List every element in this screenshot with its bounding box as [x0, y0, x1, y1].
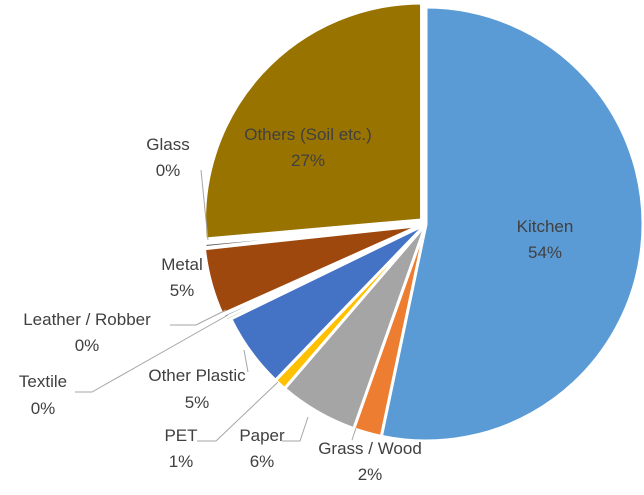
- data-label-percent-kitchen: 54%: [528, 243, 562, 262]
- leader-line-glass: [200, 169, 209, 241]
- leader-line-other-plastic: [243, 349, 249, 373]
- data-label-name-textile: Textile: [19, 372, 67, 391]
- data-labels: Kitchen 54% Grass / Wood 2% Paper 6% PET 1% Othe…: [19, 125, 573, 484]
- data-label-name-pet: PET: [164, 426, 197, 445]
- data-label-name-grass-wood: Grass / Wood: [318, 439, 422, 458]
- data-label-name-other-plastic: Other Plastic: [148, 366, 246, 385]
- leader-line-textile: [75, 314, 229, 393]
- data-label-percent-leather-robber: 0%: [75, 336, 100, 355]
- leader-line-grass-wood: [351, 427, 357, 441]
- pie-slice-others-soil-etc: [203, 1, 424, 241]
- data-label-percent-pet: 1%: [169, 452, 194, 471]
- leader-line-paper: [282, 416, 309, 442]
- data-label-percent-paper: 6%: [250, 452, 275, 471]
- data-label-name-kitchen: Kitchen: [517, 217, 574, 236]
- data-label-name-others-soil-etc: Others (Soil etc.): [244, 125, 372, 144]
- data-label-name-metal: Metal: [161, 255, 203, 274]
- pie-slices: [202, 1, 644, 443]
- leader-line-pet: [197, 381, 279, 442]
- data-label-percent-other-plastic: 5%: [185, 393, 210, 412]
- data-label-percent-glass: 0%: [156, 161, 181, 180]
- data-label-percent-others-soil-etc: 27%: [291, 151, 325, 170]
- pie-slice-kitchen: [379, 5, 644, 443]
- pie-slice-glass: [203, 222, 422, 250]
- data-label-name-leather-robber: Leather / Robber: [23, 310, 151, 329]
- leader-line-leather-robber: [170, 309, 227, 326]
- leader-lines: [75, 169, 357, 442]
- data-label-name-paper: Paper: [239, 426, 285, 445]
- data-label-percent-metal: 5%: [170, 281, 195, 300]
- data-label-percent-textile: 0%: [31, 399, 56, 418]
- data-label-percent-grass-wood: 2%: [358, 465, 383, 484]
- data-label-name-glass: Glass: [146, 135, 189, 154]
